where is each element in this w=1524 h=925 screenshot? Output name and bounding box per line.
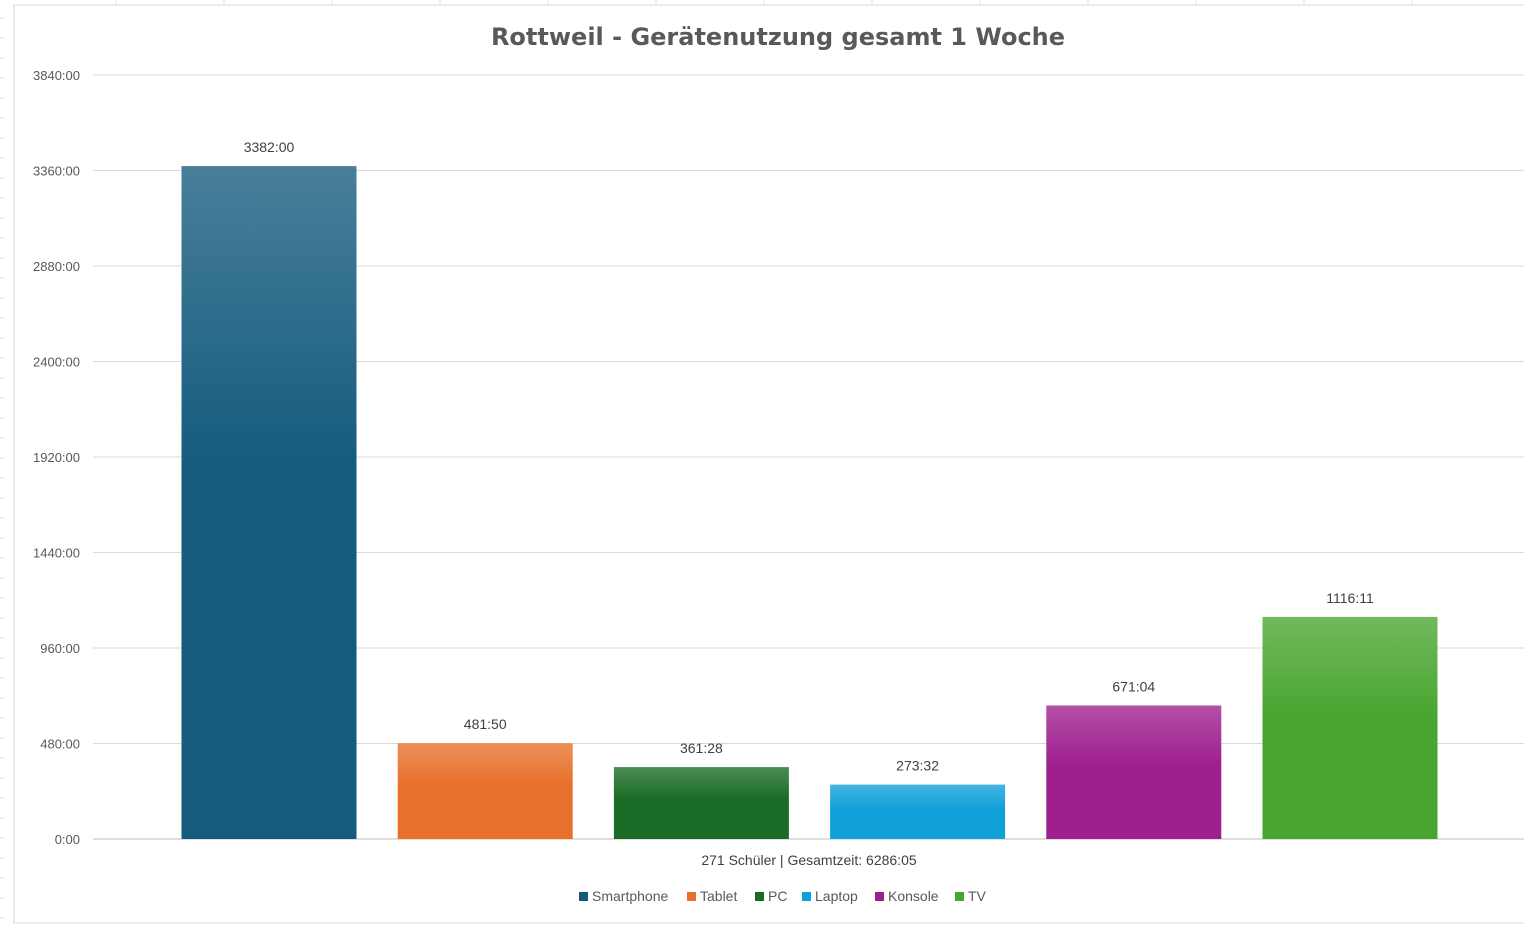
data-labels: 3382:00 481:50 361:28 273:32 671:04 1116:11: [244, 139, 1374, 773]
legend-label-pc: PC: [768, 888, 787, 904]
legend-swatch-laptop: [802, 892, 811, 901]
bar-konsole: [1046, 705, 1222, 839]
data-label: 1116:11: [1326, 590, 1374, 606]
legend-swatch-konsole: [875, 892, 884, 901]
legend-swatch-tablet: [687, 892, 696, 901]
legend-label-laptop: Laptop: [815, 888, 858, 904]
y-tick-label: 1920:00: [33, 450, 80, 465]
chart-title: Rottweil - Gerätenutzung gesamt 1 Woche: [491, 23, 1065, 51]
bars: [181, 166, 1438, 839]
y-tick-label: 0:00: [55, 832, 80, 847]
legend-swatch-pc: [755, 892, 764, 901]
bar-pc: [613, 767, 789, 839]
y-tick-label: 3840:00: [33, 68, 80, 83]
bar-smartphone: [181, 166, 357, 839]
bar-tablet: [397, 743, 573, 839]
bar-tv: [1262, 616, 1438, 839]
y-tick-label: 480:00: [40, 737, 80, 752]
data-label: 671:04: [1112, 678, 1155, 694]
legend-swatch-tv: [955, 892, 964, 901]
data-label: 273:32: [896, 758, 939, 774]
y-axis-ticks: 0:00 480:00 960:00 1440:00 1920:00 2400:00 288…: [33, 68, 80, 847]
data-label: 361:28: [680, 740, 723, 756]
sheet-lines: [0, 0, 1413, 919]
y-tick-label: 2400:00: [33, 355, 80, 370]
legend-label-smartphone: Smartphone: [592, 888, 668, 904]
data-label: 3382:00: [244, 139, 295, 155]
y-tick-label: 3360:00: [33, 164, 80, 179]
chart-border: [13, 4, 1524, 924]
legend-label-tv: TV: [968, 888, 987, 904]
data-label: 481:50: [464, 716, 507, 732]
y-tick-label: 1440:00: [33, 546, 80, 561]
legend-label-konsole: Konsole: [888, 888, 939, 904]
legend: Smartphone Tablet PC Laptop Konsole TV: [579, 888, 987, 904]
y-tick-label: 2880:00: [33, 259, 80, 274]
x-axis-label: 271 Schüler | Gesamtzeit: 6286:05: [701, 852, 917, 868]
legend-swatch-smartphone: [579, 892, 588, 901]
legend-label-tablet: Tablet: [700, 888, 737, 904]
bar-laptop: [830, 784, 1006, 839]
y-tick-label: 960:00: [40, 641, 80, 656]
